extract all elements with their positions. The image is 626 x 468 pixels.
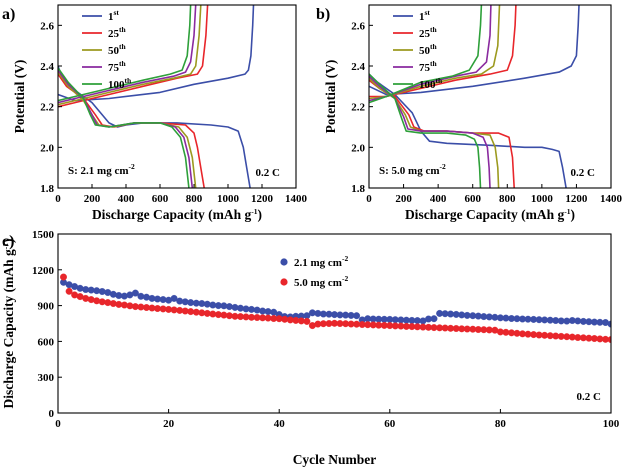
plot-frame <box>57 233 612 414</box>
series-1-discharge-line <box>369 73 567 188</box>
plot-frame <box>368 4 612 189</box>
y-tick-label: 2.4 <box>40 61 54 73</box>
x-tick-label: 1400 <box>600 193 623 205</box>
y-tick-label: 0 <box>49 408 55 420</box>
point-5-0-mg-cm-2 <box>65 287 73 295</box>
x-tick-label: 200 <box>84 193 101 205</box>
series-75-charge-line <box>58 5 197 104</box>
legend-label-1: 1st <box>108 8 119 23</box>
rate-label: 0.2 C <box>571 167 596 179</box>
y-tick-label: 1500 <box>32 229 55 241</box>
x-tick-label: 20 <box>163 418 175 430</box>
point-2-1-mg-cm-21 <box>170 294 178 302</box>
plot-area-c <box>60 273 611 344</box>
x-tick-label: 1200 <box>565 193 588 205</box>
point-2-1-mg-cm-54 <box>353 312 361 320</box>
y-tick-label: 300 <box>38 372 55 384</box>
y-tick-label: 1.8 <box>40 183 54 195</box>
legend-label-50: 50th <box>108 42 126 57</box>
y-axis-label: Potential (V) <box>12 60 27 134</box>
series-1-charge-line <box>369 5 580 96</box>
point-2-1-mg-cm-14 <box>131 289 139 297</box>
series-25-charge-line <box>58 5 209 108</box>
series-100-discharge-line <box>369 73 482 188</box>
point-5-0-mg-cm-45 <box>303 317 311 325</box>
x-tick-label: 1400 <box>285 193 308 205</box>
x-tick-label: 400 <box>118 193 135 205</box>
x-tick-label: 600 <box>464 193 481 205</box>
legend-label-0: 2.1 mg cm-2 <box>294 254 348 269</box>
point-2-1-mg-cm-4 <box>76 284 84 292</box>
plot-area-a <box>58 5 255 188</box>
panel-b: b) 1st 25th 50th 75th 100th S: 5.0 mg cm-2 0.2 … <box>316 4 623 222</box>
rate-label: 0.2 C <box>256 167 281 179</box>
x-axis-label: Discharge Capacity (mAh g-1) <box>92 207 262 222</box>
rate-label: 0.2 C <box>577 391 602 403</box>
x-tick-label: 200 <box>395 193 412 205</box>
x-tick-label: 800 <box>186 193 203 205</box>
panel-label: b) <box>316 6 330 23</box>
x-tick-label: 400 <box>430 193 447 205</box>
panel-label: c) <box>2 233 14 250</box>
x-tick-label: 800 <box>499 193 516 205</box>
y-tick-label: 900 <box>38 301 55 313</box>
panel-a: a) 1st 25th 50th 75th 100th S: 2.1 mg cm-2 0.2 … <box>2 4 308 222</box>
y-tick-label: 1200 <box>32 265 55 277</box>
y-tick-label: 2.2 <box>351 102 365 114</box>
legend-marker-1 <box>280 278 288 286</box>
legend-marker-0 <box>280 258 288 266</box>
legend-label-1: 1st <box>419 8 430 23</box>
x-axis-label: Discharge Capacity (mAh g-1) <box>405 207 575 222</box>
panel-label: a) <box>2 6 15 23</box>
y-tick-label: 1.8 <box>351 183 365 195</box>
y-tick-label: 600 <box>38 336 55 348</box>
plot-frame <box>57 4 297 189</box>
x-tick-label: 80 <box>495 418 507 430</box>
y-tick-label: 2.6 <box>40 20 54 32</box>
legend-label-25: 25th <box>419 25 437 40</box>
y-tick-label: 2.2 <box>40 102 54 114</box>
x-axis-label: Cycle Number <box>293 452 377 467</box>
y-tick-label: 2.0 <box>40 142 54 154</box>
x-tick-label: 0 <box>55 418 61 430</box>
legend-label-75: 75th <box>108 59 126 74</box>
y-axis-label: Potential (V) <box>323 60 338 134</box>
loading-annotation: S: 2.1 mg cm-2 <box>68 162 135 177</box>
series-50-charge-line <box>58 5 202 106</box>
y-axis-label: Discharge Capacity (mAh g-1) <box>1 238 16 408</box>
x-tick-label: 100 <box>603 418 620 430</box>
series-1-charge-line <box>58 5 255 102</box>
x-tick-label: 600 <box>152 193 169 205</box>
legend-label-100: 100th <box>108 76 132 91</box>
legend-label-1: 5.0 mg cm-2 <box>294 274 348 289</box>
x-tick-label: 1200 <box>251 193 274 205</box>
x-tick-label: 0 <box>366 193 372 205</box>
y-tick-label: 2.6 <box>351 20 365 32</box>
legend-label-50: 50th <box>419 42 437 57</box>
plot-area-b <box>369 5 580 188</box>
x-tick-label: 1000 <box>531 193 554 205</box>
x-tick-label: 1000 <box>217 193 240 205</box>
series-100-charge-line <box>369 5 483 104</box>
x-tick-label: 60 <box>384 418 396 430</box>
point-2-1-mg-cm-68 <box>430 315 438 323</box>
point-2-1-mg-cm-100 <box>607 320 611 328</box>
legend-label-25: 25th <box>108 25 126 40</box>
y-tick-label: 2.0 <box>351 142 365 154</box>
point-5-0-mg-cm-1 <box>60 273 67 281</box>
y-tick-label: 2.4 <box>351 61 365 73</box>
legend-label-75: 75th <box>419 59 437 74</box>
loading-annotation: S: 5.0 mg cm-2 <box>379 162 446 177</box>
series-100-charge-line <box>58 5 192 102</box>
panel-c: c) 2.1 mg cm-2 5.0 mg cm-2 0.2 C 0 20 40 60 80 10… <box>1 229 620 467</box>
legend-label-100: 100th <box>419 76 443 91</box>
x-tick-label: 40 <box>274 418 286 430</box>
x-tick-label: 0 <box>55 193 61 205</box>
point-5-0-mg-cm-100 <box>607 336 611 344</box>
